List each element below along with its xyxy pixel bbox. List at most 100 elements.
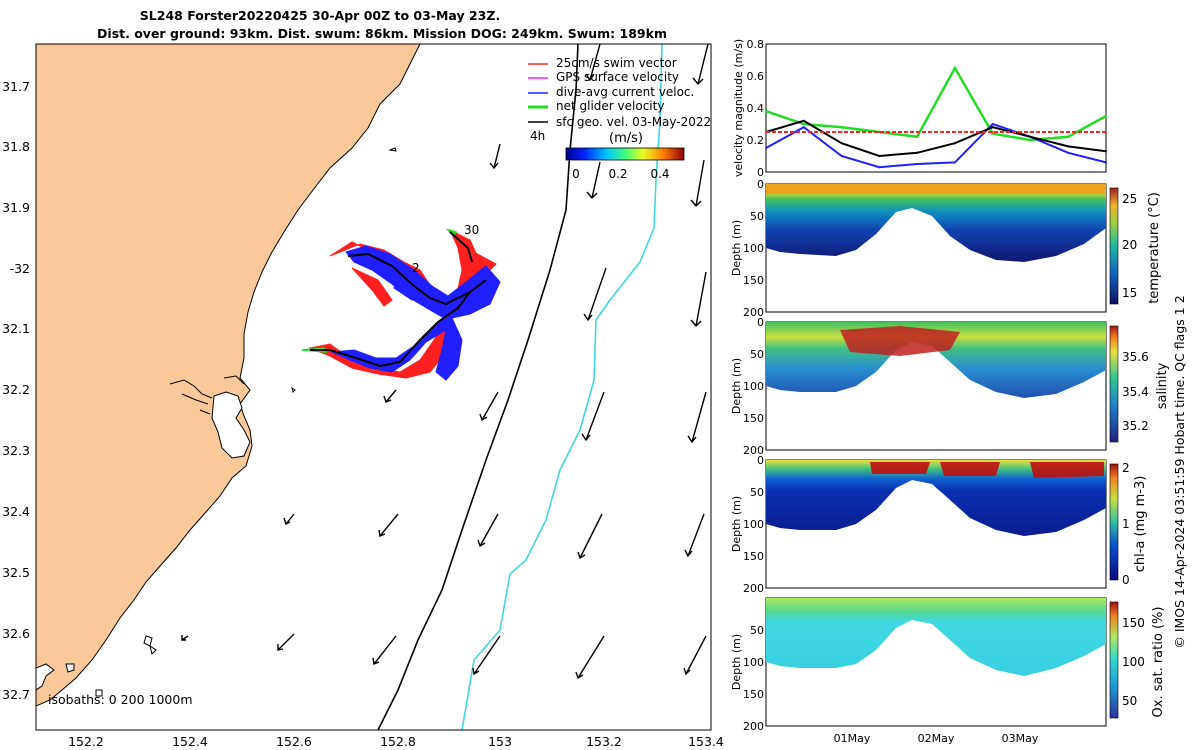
map-y-tick: 32.3 — [2, 443, 30, 458]
track-label-2: 2 — [412, 261, 420, 275]
salinity-section: Depth (m) — [730, 321, 1107, 451]
isobath-1000m — [461, 44, 663, 730]
geo-arrow — [489, 143, 501, 170]
temp-depth-tick: 150 — [743, 274, 764, 287]
chl-cbar-tick: 0 — [1122, 573, 1130, 587]
legend-label: net glider velocity — [556, 99, 664, 113]
chl-cbar-tick: 2 — [1122, 461, 1130, 475]
velocity-point — [1105, 161, 1107, 164]
ox-ylabel: Depth (m) — [730, 634, 743, 690]
velocity-point — [1029, 139, 1032, 141]
velocity-point — [1029, 131, 1032, 133]
map-y-tick: 31.7 — [2, 79, 30, 94]
geo-arrow — [683, 635, 707, 676]
velocity-point — [953, 161, 956, 164]
map-y-tick: 31.8 — [2, 139, 30, 154]
map-x-tick: 152.6 — [276, 734, 312, 749]
velocity-point — [916, 131, 919, 133]
figure-title-line1: SL248 Forster20220425 30-Apr 00Z to 03-M… — [140, 8, 500, 23]
geo-arrow — [692, 44, 709, 86]
map-y-tick: 32.1 — [2, 321, 30, 336]
chl-ylabel: Depth (m) — [730, 496, 743, 552]
temp-ylabel: Depth (m) — [730, 220, 743, 276]
ox-depth-tick: 150 — [743, 688, 764, 701]
map-legend: 25cm/s swim vector GPS surface velocity … — [528, 56, 711, 181]
geo-arrow — [181, 635, 189, 641]
ox-cbar-label: Ox. sat. ratio (%) — [1151, 607, 1166, 718]
velocity-point — [953, 142, 956, 145]
geo-arrow — [283, 513, 295, 525]
map-y-tick: 32.5 — [2, 565, 30, 580]
chl-depth-tick: 0 — [757, 454, 764, 467]
map-x-tick: 152.2 — [68, 734, 104, 749]
velocity-frame — [765, 43, 1107, 173]
depth-ticks: 0 50 100 150 200 0 50 100 150 200 0 50 1… — [743, 178, 764, 733]
colorbar-tick: 0 — [572, 167, 580, 181]
sal-high-patch — [840, 326, 960, 356]
velocity-point — [840, 131, 843, 133]
velocity-series-line — [765, 122, 1107, 169]
velocity-point — [916, 151, 919, 154]
temperature-section: Depth (m) — [730, 183, 1107, 313]
track-line — [310, 231, 487, 368]
velocity-point — [840, 126, 843, 129]
map-x-tick: 153 — [488, 734, 512, 749]
velocity-point — [916, 135, 919, 138]
temp-depth-tick: 0 — [757, 178, 764, 191]
velocity-point — [1029, 135, 1032, 138]
velocity-series-group — [765, 65, 1107, 169]
velocity-point — [1067, 145, 1070, 148]
velocity-point — [765, 110, 767, 113]
geo-arrow — [690, 159, 705, 208]
geo-arrow — [585, 44, 601, 82]
velocity-point — [802, 131, 805, 133]
map-x-tick: 152.4 — [172, 734, 208, 749]
velocity-point — [991, 123, 994, 125]
map-x-tick: 152.8 — [380, 734, 416, 749]
velocity-point — [840, 142, 843, 145]
velocity-point — [991, 126, 994, 129]
sal-ylabel: Depth (m) — [730, 358, 743, 414]
track-label-30: 30 — [464, 223, 479, 237]
temp-depth-tick: 200 — [743, 306, 764, 319]
temp-cbar-label: temperature (°C) — [1147, 192, 1162, 304]
velocity-series-line — [765, 65, 1107, 142]
colorbar-unit: (m/s) — [609, 131, 643, 146]
map-y-tick: 32.2 — [2, 382, 30, 397]
temp-colorbar-bar — [1109, 187, 1119, 305]
ox-depth-tick: 50 — [750, 624, 764, 637]
temp-cbar-tick: 15 — [1122, 286, 1137, 300]
legend-label: sfc geo. vel. 03-May-2022 — [556, 115, 711, 129]
ox-cbar-tick: 50 — [1122, 694, 1137, 708]
chl-depth-tick: 200 — [743, 582, 764, 595]
temp-cbar-tick: 25 — [1122, 192, 1137, 206]
isobath-200m — [377, 44, 579, 730]
lake-bottom-2 — [36, 663, 103, 697]
velocity-point — [1105, 115, 1107, 117]
sal-depth-tick: 150 — [743, 412, 764, 425]
velocity-point — [1067, 135, 1070, 138]
colorbar-tick: 0.2 — [608, 167, 627, 181]
chl-colorbar-bar — [1109, 463, 1119, 581]
geo-arrow — [586, 161, 601, 200]
estuary-outline — [211, 391, 251, 459]
inlet-outline — [169, 375, 245, 415]
time-tick: 01May — [834, 732, 871, 745]
geo-arrow — [687, 391, 707, 444]
geo-arrow — [383, 389, 397, 403]
temp-colorbar: 25 20 15 temperature (°C) — [1109, 187, 1162, 305]
chl-depth-tick: 50 — [750, 486, 764, 499]
land-polygon — [36, 44, 421, 707]
geostrophic-vector-field — [181, 44, 709, 680]
interval-label: 4h — [530, 129, 545, 143]
geo-arrow — [477, 513, 499, 548]
map-x-tick: 153.2 — [586, 734, 622, 749]
velocity-point — [953, 131, 956, 133]
sal-cbar-tick: 35.6 — [1122, 350, 1149, 364]
velocity-point — [991, 131, 994, 133]
oxsat-section: Depth (m) — [730, 597, 1107, 727]
map-x-tick: 153.4 — [688, 734, 724, 749]
velocity-point — [878, 166, 881, 169]
ox-section-field — [766, 598, 1106, 676]
copyright-note: © IMOS 14-Apr-2024 03:51:59 Hobart time.… — [1172, 295, 1187, 648]
